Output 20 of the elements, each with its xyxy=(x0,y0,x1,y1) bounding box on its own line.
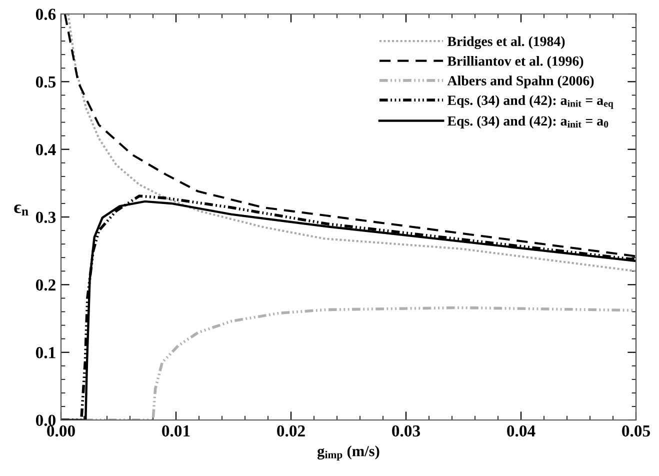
y-tick-label: 0.5 xyxy=(36,76,56,88)
y-tick-label: 0.3 xyxy=(36,212,56,224)
y-tick-label: 0.4 xyxy=(36,144,56,156)
legend-label: Eqs. (34) and (42): a$_{init}$ = a$_{0}$ xyxy=(447,116,608,128)
x-tick-label: 0.02 xyxy=(277,425,305,437)
legend-label: Eqs. (34) and (42): a$_{init}$ = a$_{eq}$ xyxy=(447,95,614,109)
legend-label: Albers and Spahn (2006) xyxy=(447,76,594,88)
y-axis-title: ϵ$_{n}$ xyxy=(14,204,28,216)
y-tick-label: 0.1 xyxy=(36,347,56,358)
x-tick-label: 0.01 xyxy=(162,425,190,437)
y-tick-label: 0.6 xyxy=(36,8,56,20)
y-tick-label: 0.2 xyxy=(36,279,56,291)
y-tick-label: 0.0 xyxy=(36,414,56,426)
legend-label: Bridges et al. (1984) xyxy=(447,36,565,50)
x-tick-label: 0.05 xyxy=(622,425,650,437)
x-axis-title: g$_{imp}$ (m/s) xyxy=(317,446,380,461)
x-tick-label: 0.03 xyxy=(392,425,420,437)
x-tick-label: 0.00 xyxy=(47,425,75,437)
x-tick-label: 0.04 xyxy=(507,425,536,437)
legend-label: Brilliantov et al. (1996) xyxy=(447,56,584,69)
